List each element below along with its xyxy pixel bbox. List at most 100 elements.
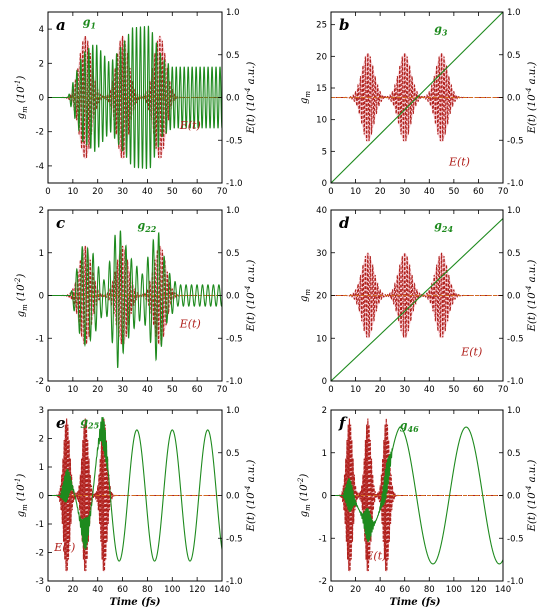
g-line-c xyxy=(48,230,222,368)
x-tick-label-b-10: 10 xyxy=(350,187,361,197)
x-tick-label-d-30: 30 xyxy=(399,385,410,395)
x-tick-label-f-80: 80 xyxy=(424,585,435,595)
y-tick-label-left-e--2: -2 xyxy=(36,549,44,559)
y-tick-label-left-c-0: 0 xyxy=(39,292,44,302)
x-tick-label-e-140: 140 xyxy=(214,585,230,595)
e-series-label-b: E(t) xyxy=(448,155,470,168)
x-tick-label-a-40: 40 xyxy=(142,187,153,197)
g-series-label-b: g3 xyxy=(434,22,448,37)
y-axis-label-right-b: E(t) (10-4 a.u.) xyxy=(525,62,538,135)
y-tick-label-right-b--1.0: -1.0 xyxy=(507,179,524,189)
x-tick-label-d-0: 0 xyxy=(328,385,333,395)
x-axis-title-left: Time (fs) xyxy=(109,597,160,608)
y-tick-label-left-d-30: 30 xyxy=(316,249,327,259)
panel-letter-d: d xyxy=(339,214,350,232)
y-tick-label-right-d--0.5: -0.5 xyxy=(507,334,524,344)
e-field-line-d xyxy=(331,252,503,338)
x-tick-label-a-60: 60 xyxy=(192,187,203,197)
y-tick-label-left-e-1: 1 xyxy=(39,463,44,473)
x-tick-label-f-140: 140 xyxy=(495,585,511,595)
y-tick-label-left-f-1: 1 xyxy=(322,449,327,459)
y-tick-label-left-e-0: 0 xyxy=(39,492,44,502)
y-axis-label-left-a: gm (10-1) xyxy=(14,76,29,120)
panel-letter-a: a xyxy=(56,16,66,34)
y-tick-label-left-b-20: 20 xyxy=(316,52,327,62)
y-tick-label-left-b-10: 10 xyxy=(316,116,327,126)
y-tick-label-right-e-0.5: 0.5 xyxy=(226,449,240,459)
y-tick-label-right-e-1.0: 1.0 xyxy=(226,406,240,416)
x-tick-label-f-60: 60 xyxy=(399,585,410,595)
y-tick-label-left-e-3: 3 xyxy=(39,406,44,416)
y-tick-label-right-a-0.0: 0.0 xyxy=(226,94,240,104)
panel-e: 0 20 40 60 80 100 120 140 -3 -2 -1 0 1 2 3 -1.0 -0.5 0.0 0… xyxy=(14,406,257,595)
x-tick-label-b-70: 70 xyxy=(498,187,509,197)
g-series-label-f: g46 xyxy=(400,419,419,434)
x-tick-label-d-70: 70 xyxy=(498,385,509,395)
panel-letter-b: b xyxy=(339,16,350,34)
x-tick-label-e-100: 100 xyxy=(164,585,180,595)
x-tick-label-b-60: 60 xyxy=(473,187,484,197)
e-series-label-f: E(t) xyxy=(364,550,386,563)
panel-d: 0 10 20 30 40 50 60 70 0 10 20 30 40 -1.0 -0.5 0.0 0.5 1.… xyxy=(299,206,538,395)
y-axis-label-right-d: E(t) (10-4 a.u.) xyxy=(525,260,538,333)
y-tick-label-right-a--1.0: -1.0 xyxy=(226,179,243,189)
y-tick-label-right-a-0.5: 0.5 xyxy=(226,51,240,61)
y-tick-label-left-c--1: -1 xyxy=(36,334,44,344)
plot-area-f xyxy=(331,418,503,573)
x-tick-label-a-20: 20 xyxy=(92,187,103,197)
y-tick-label-right-e--1.0: -1.0 xyxy=(226,577,243,587)
y-tick-label-right-d-1.0: 1.0 xyxy=(507,206,521,216)
panel-letter-f: f xyxy=(338,414,348,432)
y-tick-label-right-c--0.5: -0.5 xyxy=(226,334,243,344)
y-tick-label-right-f--1.0: -1.0 xyxy=(507,577,524,587)
panel-b: 0 10 20 30 40 50 60 70 0 5 10 15 20 25 -1.0 -0.5 0.0 0.5 1… xyxy=(299,8,538,197)
y-tick-label-left-a--2: -2 xyxy=(36,128,44,138)
g-line-e xyxy=(48,417,222,562)
e-field-line-b xyxy=(331,53,503,142)
x-axis-title-right: Time (fs) xyxy=(389,597,440,608)
y-axis-label-left-d: gm xyxy=(299,289,312,302)
y-tick-label-right-e--0.5: -0.5 xyxy=(226,534,243,544)
y-tick-label-right-c-0.0: 0.0 xyxy=(226,292,240,302)
x-tick-label-e-120: 120 xyxy=(189,585,205,595)
x-tick-label-c-70: 70 xyxy=(217,385,228,395)
g-series-label-e: g25 xyxy=(80,416,99,431)
x-tick-label-d-50: 50 xyxy=(448,385,459,395)
y-tick-label-left-f--1: -1 xyxy=(319,534,327,544)
y-axis-label-right-c: E(t) (10-4 a.u.) xyxy=(244,260,257,333)
y-tick-label-left-e-2: 2 xyxy=(39,435,44,445)
x-tick-label-b-40: 40 xyxy=(424,187,435,197)
y-tick-label-right-a--0.5: -0.5 xyxy=(226,136,243,146)
y-tick-label-right-f-0.0: 0.0 xyxy=(507,492,521,502)
y-tick-label-right-b-1.0: 1.0 xyxy=(507,8,521,18)
x-tick-label-c-60: 60 xyxy=(192,385,203,395)
x-tick-label-b-0: 0 xyxy=(328,187,333,197)
x-tick-label-c-40: 40 xyxy=(142,385,153,395)
g-line-d xyxy=(331,218,503,381)
g-series-label-a: g1 xyxy=(83,16,96,31)
x-tick-label-a-30: 30 xyxy=(117,187,128,197)
y-tick-label-right-b-0.0: 0.0 xyxy=(507,94,521,104)
x-tick-label-b-50: 50 xyxy=(448,187,459,197)
y-tick-label-left-d-0: 0 xyxy=(322,377,327,387)
plot-area-e xyxy=(48,417,222,573)
y-tick-label-right-f--0.5: -0.5 xyxy=(507,534,524,544)
g-series-label-c: g22 xyxy=(137,219,156,234)
x-tick-label-c-0: 0 xyxy=(45,385,50,395)
y-tick-label-left-b-5: 5 xyxy=(322,147,327,157)
g-series-label-d: g24 xyxy=(434,219,453,234)
plot-area-d xyxy=(331,218,503,381)
y-tick-label-right-c-0.5: 0.5 xyxy=(226,249,240,259)
y-tick-label-right-e-0.0: 0.0 xyxy=(226,492,240,502)
y-tick-label-right-b-0.5: 0.5 xyxy=(507,51,521,61)
x-tick-label-d-60: 60 xyxy=(473,385,484,395)
y-tick-label-right-d-0.5: 0.5 xyxy=(507,249,521,259)
x-tick-label-e-40: 40 xyxy=(92,585,103,595)
y-axis-label-right-f: E(t) (10-4 a.u.) xyxy=(525,460,538,533)
y-axis-label-right-a: E(t) (10-4 a.u.) xyxy=(244,62,257,135)
y-tick-label-left-e--1: -1 xyxy=(36,520,44,530)
y-axis-label-left-c: gm (10-2) xyxy=(14,274,29,318)
y-tick-label-left-d-40: 40 xyxy=(316,206,327,216)
x-tick-label-c-10: 10 xyxy=(67,385,78,395)
x-tick-label-d-10: 10 xyxy=(350,385,361,395)
